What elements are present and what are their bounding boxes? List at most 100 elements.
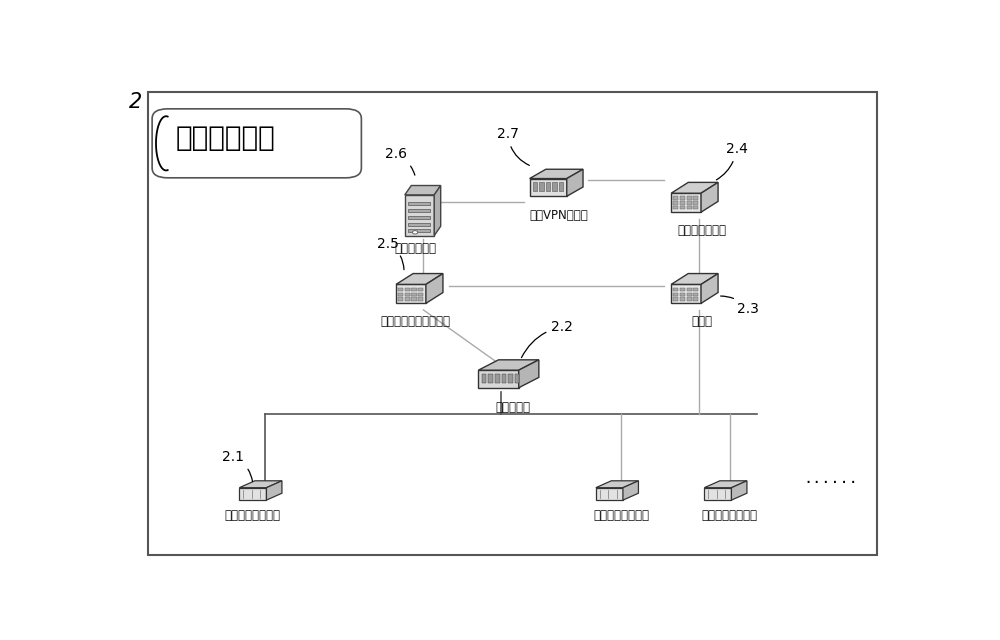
- FancyBboxPatch shape: [673, 206, 678, 209]
- Text: 2.1: 2.1: [222, 450, 253, 481]
- FancyBboxPatch shape: [693, 202, 698, 205]
- Polygon shape: [405, 186, 441, 195]
- FancyBboxPatch shape: [418, 287, 423, 291]
- Circle shape: [412, 230, 418, 234]
- FancyBboxPatch shape: [687, 206, 692, 209]
- Text: 第二无线通讯模块: 第二无线通讯模块: [225, 509, 281, 522]
- FancyBboxPatch shape: [488, 374, 493, 383]
- Polygon shape: [426, 273, 443, 303]
- Polygon shape: [478, 360, 539, 370]
- FancyBboxPatch shape: [673, 202, 678, 205]
- Text: ......: ......: [803, 471, 858, 486]
- FancyBboxPatch shape: [515, 374, 519, 383]
- Polygon shape: [671, 193, 701, 212]
- Polygon shape: [405, 195, 434, 236]
- Polygon shape: [519, 360, 539, 388]
- Polygon shape: [596, 481, 638, 488]
- Text: 2: 2: [129, 92, 142, 111]
- Text: 解码器: 解码器: [692, 315, 713, 328]
- Text: 2.4: 2.4: [716, 142, 748, 180]
- FancyBboxPatch shape: [408, 216, 430, 220]
- FancyBboxPatch shape: [408, 229, 430, 232]
- Polygon shape: [671, 284, 701, 303]
- FancyBboxPatch shape: [546, 182, 550, 191]
- Polygon shape: [701, 273, 718, 303]
- FancyBboxPatch shape: [405, 287, 410, 291]
- FancyBboxPatch shape: [673, 287, 678, 291]
- FancyBboxPatch shape: [411, 298, 417, 301]
- FancyBboxPatch shape: [687, 287, 692, 291]
- FancyBboxPatch shape: [693, 206, 698, 209]
- FancyBboxPatch shape: [495, 374, 500, 383]
- Text: 第二可编程逻辑控制器: 第二可编程逻辑控制器: [381, 315, 451, 328]
- FancyBboxPatch shape: [693, 292, 698, 296]
- FancyBboxPatch shape: [680, 206, 685, 209]
- Polygon shape: [701, 182, 718, 212]
- FancyBboxPatch shape: [398, 292, 403, 296]
- Text: 第二无线通讯模块: 第二无线通讯模块: [702, 509, 758, 522]
- Text: 2.2: 2.2: [521, 319, 573, 358]
- Polygon shape: [239, 481, 282, 488]
- FancyBboxPatch shape: [418, 298, 423, 301]
- FancyBboxPatch shape: [693, 196, 698, 200]
- FancyBboxPatch shape: [408, 209, 430, 212]
- FancyBboxPatch shape: [405, 292, 410, 296]
- Polygon shape: [671, 182, 718, 193]
- FancyBboxPatch shape: [693, 298, 698, 301]
- FancyBboxPatch shape: [680, 202, 685, 205]
- Text: 网络硬盘录像机: 网络硬盘录像机: [678, 223, 727, 237]
- FancyBboxPatch shape: [408, 202, 430, 205]
- FancyBboxPatch shape: [533, 182, 537, 191]
- FancyBboxPatch shape: [687, 298, 692, 301]
- Polygon shape: [704, 488, 731, 500]
- FancyBboxPatch shape: [673, 196, 678, 200]
- FancyBboxPatch shape: [152, 109, 361, 178]
- Polygon shape: [478, 370, 519, 388]
- FancyBboxPatch shape: [539, 182, 544, 191]
- FancyBboxPatch shape: [680, 298, 685, 301]
- FancyBboxPatch shape: [502, 374, 506, 383]
- Text: 地面控制中心: 地面控制中心: [175, 124, 275, 152]
- FancyBboxPatch shape: [398, 298, 403, 301]
- Polygon shape: [266, 481, 282, 500]
- Text: 2.7: 2.7: [497, 127, 529, 165]
- Polygon shape: [671, 273, 718, 284]
- FancyBboxPatch shape: [687, 202, 692, 205]
- Polygon shape: [623, 481, 638, 500]
- FancyBboxPatch shape: [687, 196, 692, 200]
- FancyBboxPatch shape: [680, 287, 685, 291]
- FancyBboxPatch shape: [482, 374, 486, 383]
- Polygon shape: [731, 481, 747, 500]
- Polygon shape: [530, 179, 567, 196]
- Text: 第一VPN路由器: 第一VPN路由器: [530, 209, 588, 222]
- FancyBboxPatch shape: [673, 298, 678, 301]
- Text: 2.3: 2.3: [721, 296, 759, 316]
- Text: 第二无线通讯模块: 第二无线通讯模块: [593, 509, 649, 522]
- FancyBboxPatch shape: [411, 287, 417, 291]
- Polygon shape: [704, 481, 747, 488]
- Polygon shape: [396, 284, 426, 303]
- FancyBboxPatch shape: [680, 292, 685, 296]
- FancyBboxPatch shape: [405, 298, 410, 301]
- FancyBboxPatch shape: [559, 182, 563, 191]
- Text: 2.6: 2.6: [385, 147, 415, 175]
- Polygon shape: [396, 273, 443, 284]
- FancyBboxPatch shape: [552, 182, 557, 191]
- FancyBboxPatch shape: [687, 292, 692, 296]
- FancyBboxPatch shape: [680, 196, 685, 200]
- Text: 2.5: 2.5: [377, 237, 404, 269]
- FancyBboxPatch shape: [411, 292, 417, 296]
- FancyBboxPatch shape: [508, 374, 513, 383]
- Polygon shape: [596, 488, 623, 500]
- Polygon shape: [434, 186, 441, 236]
- FancyBboxPatch shape: [408, 223, 430, 227]
- Polygon shape: [567, 169, 583, 196]
- FancyBboxPatch shape: [673, 292, 678, 296]
- FancyBboxPatch shape: [418, 292, 423, 296]
- FancyBboxPatch shape: [398, 287, 403, 291]
- Polygon shape: [239, 488, 266, 500]
- Text: 数据库服务器: 数据库服务器: [395, 242, 437, 255]
- Text: 第二交换机: 第二交换机: [495, 401, 530, 414]
- Polygon shape: [530, 169, 583, 179]
- FancyBboxPatch shape: [693, 287, 698, 291]
